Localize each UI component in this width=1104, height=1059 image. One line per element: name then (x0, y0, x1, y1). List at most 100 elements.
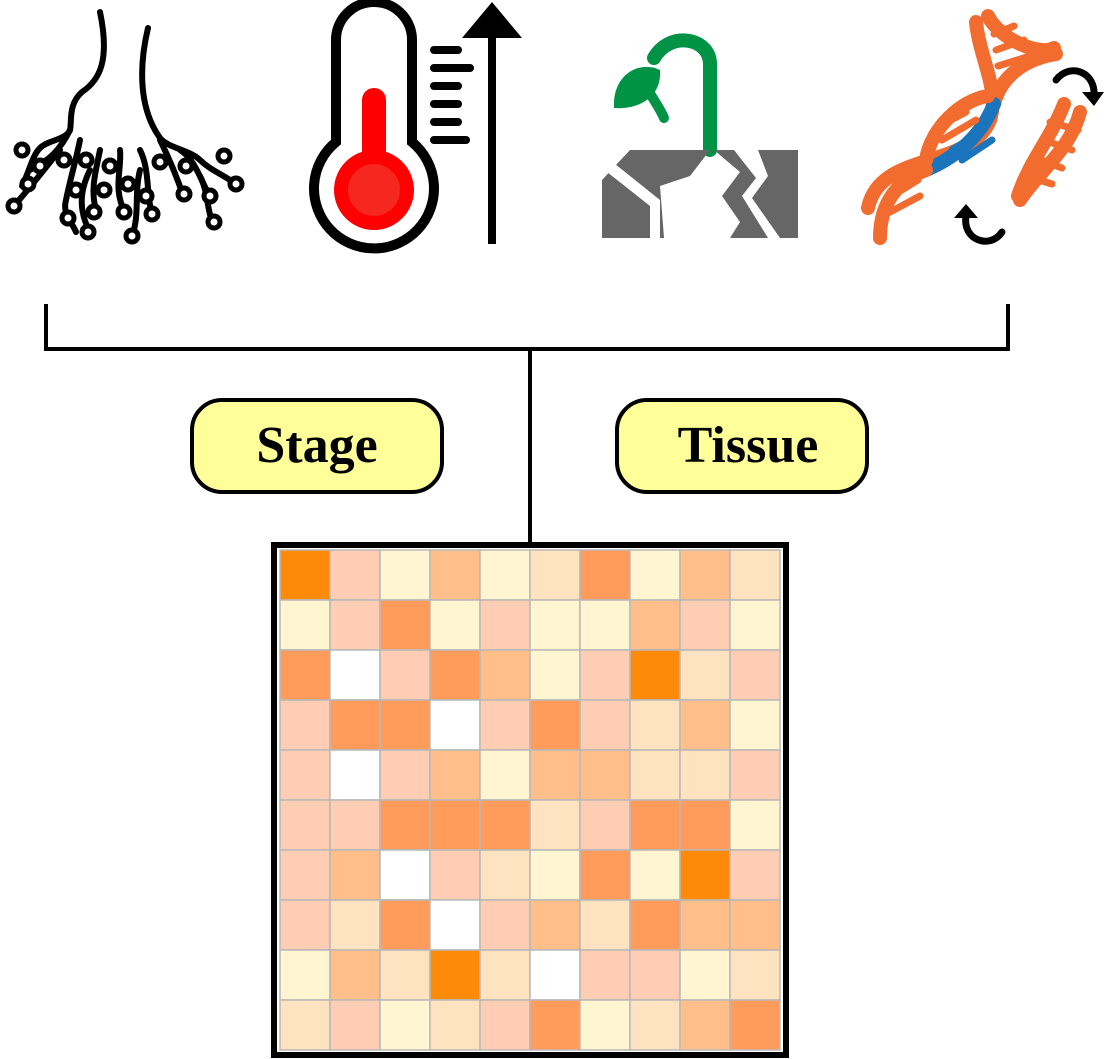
heatmap-cell (279, 599, 331, 651)
heatmap-cell (279, 999, 331, 1051)
heatmap-cell (579, 949, 631, 1001)
heatmap-cell (729, 849, 781, 901)
heatmap-cell (629, 999, 681, 1051)
heatmap-cell (329, 549, 381, 601)
heatmap-cell (279, 799, 331, 851)
heatmap-cell (479, 749, 531, 801)
heatmap-cell (679, 799, 731, 851)
heatmap-cell (629, 599, 681, 651)
heatmap-cell (279, 749, 331, 801)
heatmap-cell (729, 799, 781, 851)
heatmap-cell (529, 849, 581, 901)
heatmap-cell (679, 999, 731, 1051)
heatmap-cell (679, 599, 731, 651)
heatmap-cell (429, 999, 481, 1051)
heatmap-cell (379, 799, 431, 851)
heatmap-cell (479, 899, 531, 951)
heatmap-cell (729, 549, 781, 601)
heatmap-cell (579, 599, 631, 651)
heatmap-cell (279, 849, 331, 901)
heatmap-cell (479, 849, 531, 901)
heatmap-cell (529, 799, 581, 851)
heatmap-cell (629, 899, 681, 951)
heatmap-cell (579, 799, 631, 851)
heatmap-cell (529, 999, 581, 1051)
heatmap-cell (529, 549, 581, 601)
heatmap-cell (329, 949, 381, 1001)
heatmap-cell (379, 549, 431, 601)
heatmap-cell (329, 849, 381, 901)
heatmap-cell (729, 949, 781, 1001)
heatmap-cell (329, 649, 381, 701)
heatmap-cell (729, 699, 781, 751)
heatmap-cell (579, 549, 631, 601)
heatmap-cell (579, 699, 631, 751)
heatmap-cell (529, 899, 581, 951)
expression-heatmap (279, 549, 781, 1051)
thermometer-rising-icon (309, 0, 522, 254)
heatmap-cell (479, 999, 531, 1051)
seedling-soil-icon (602, 33, 798, 238)
heatmap-cell (329, 799, 381, 851)
heatmap-cell (629, 649, 681, 701)
heatmap-cell (279, 899, 331, 951)
heatmap-cell (679, 649, 731, 701)
heatmap-cell (379, 949, 431, 1001)
heatmap-cell (629, 699, 681, 751)
heatmap-cell (729, 999, 781, 1051)
heatmap-cell (579, 749, 631, 801)
heatmap-cell (379, 749, 431, 801)
stage-label-text: Stage (256, 417, 377, 474)
heatmap-cell (529, 599, 581, 651)
heatmap-cell (529, 949, 581, 1001)
heatmap-cell (429, 899, 481, 951)
heatmap-cell (529, 749, 581, 801)
heatmap-cell (429, 949, 481, 1001)
heatmap-cell (329, 749, 381, 801)
heatmap-cell (479, 649, 531, 701)
heatmap-cell (479, 599, 531, 651)
heatmap-cell (579, 899, 631, 951)
heatmap-cell (729, 599, 781, 651)
heatmap-cell (379, 849, 431, 901)
heatmap-frame (271, 542, 789, 1058)
heatmap-cell (279, 699, 331, 751)
heatmap-cell (429, 699, 481, 751)
heatmap-cell (529, 649, 581, 701)
heatmap-cell (629, 749, 681, 801)
heatmap-cell (429, 749, 481, 801)
heatmap-cell (579, 649, 631, 701)
heatmap-cell (679, 699, 731, 751)
heatmap-cell (729, 899, 781, 951)
bracket-connector (44, 304, 1010, 544)
heatmap-cell (429, 549, 481, 601)
heatmap-cell (579, 849, 631, 901)
heatmap-cell (479, 699, 531, 751)
heatmap-cell (479, 549, 531, 601)
heatmap-cell (279, 549, 331, 601)
heatmap-cell (629, 949, 681, 1001)
heatmap-cell (629, 549, 681, 601)
heatmap-cell (679, 549, 731, 601)
heatmap-cell (379, 699, 431, 751)
heatmap-cell (729, 749, 781, 801)
heatmap-cell (579, 999, 631, 1051)
tissue-label-text: Tissue (678, 417, 819, 474)
heatmap-cell (629, 799, 681, 851)
heatmap-cell (679, 899, 731, 951)
heatmap-cell (479, 949, 531, 1001)
heatmap-cell (279, 949, 331, 1001)
heatmap-cell (729, 649, 781, 701)
heatmap-cell (329, 999, 381, 1051)
heatmap-cell (379, 649, 431, 701)
heatmap-cell (679, 749, 731, 801)
stage-label: Stage (190, 398, 444, 494)
heatmap-cell (379, 999, 431, 1051)
heatmap-cell (379, 599, 431, 651)
heatmap-cell (279, 649, 331, 701)
heatmap-cell (679, 949, 731, 1001)
heatmap-cell (429, 599, 481, 651)
dna-rearrangement-icon (861, 9, 1104, 245)
heatmap-cell (679, 849, 731, 901)
tissue-label: Tissue (615, 398, 869, 494)
